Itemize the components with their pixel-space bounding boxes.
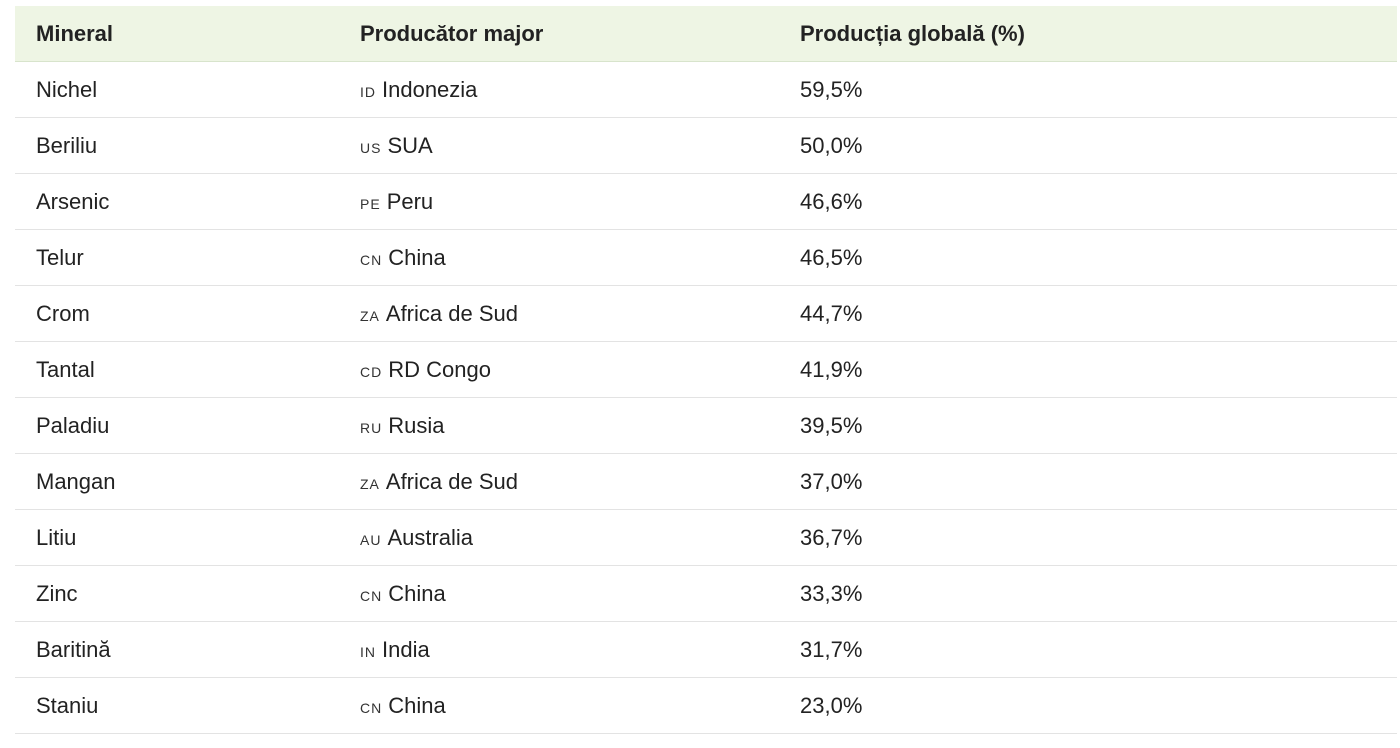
mineral-cell: Paladiu [15,397,339,454]
share-cell: 23,0% [779,677,1397,734]
table-row: Arsenic PE Peru 46,6% [15,173,1397,230]
country-code: CN [360,587,383,604]
producer-cell: CN China [339,565,779,622]
column-header: Producția globală (%) [779,6,1397,62]
table-head: Mineral Producător major Producția globală… [15,6,1397,62]
producer-cell: AU Australia [339,509,779,566]
producer-cell: ZA Africa de Sud [339,453,779,510]
country-name: China [388,692,446,718]
producer-cell: RU Rusia [339,397,779,454]
country-code: ID [360,83,376,100]
country-code: IN [360,643,376,660]
share-cell: 37,0% [779,453,1397,510]
share-cell: 44,7% [779,285,1397,342]
column-header: Producător major [339,6,779,62]
producer-cell: ID Indonezia [339,61,779,118]
mineral-cell: Baritină [15,621,339,678]
country-name: Rusia [388,412,445,438]
country-name: Indonezia [382,76,478,102]
mineral-cell: Arsenic [15,173,339,230]
table-wrapper: Mineral Producător major Producția globală… [15,6,1397,734]
share-cell: 41,9% [779,341,1397,398]
mineral-cell: Staniu [15,677,339,734]
table-row: Telur CN China 46,5% [15,229,1397,286]
mineral-cell: Mangan [15,453,339,510]
table-row: Baritină IN India 31,7% [15,621,1397,678]
country-name: Peru [386,188,434,214]
share-cell: 46,6% [779,173,1397,230]
mineral-cell: Nichel [15,61,339,118]
producer-cell: IN India [339,621,779,678]
country-code: PE [360,195,381,212]
producer-cell: CN China [339,677,779,734]
mineral-cell: Zinc [15,565,339,622]
minerals-table: Mineral Producător major Producția globală… [15,6,1397,734]
share-cell: 59,5% [779,61,1397,118]
country-code: CN [360,699,383,716]
producer-cell: PE Peru [339,173,779,230]
country-name: China [388,580,446,606]
country-code: US [360,139,382,156]
table-row: Mangan ZA Africa de Sud 37,0% [15,453,1397,510]
share-cell: 36,7% [779,509,1397,566]
table-row: Beriliu US SUA 50,0% [15,117,1397,174]
share-cell: 33,3% [779,565,1397,622]
table-row: Tantal CD RD Congo 41,9% [15,341,1397,398]
header-row: Mineral Producător major Producția globală… [15,6,1397,62]
country-name: India [382,636,430,662]
table-body: Nichel ID Indonezia 59,5% Beriliu US SUA 50,0% A… [15,61,1397,734]
share-cell: 31,7% [779,621,1397,678]
country-name: RD Congo [388,356,491,382]
country-name: Australia [387,524,474,550]
table-row: Litiu AU Australia 36,7% [15,509,1397,566]
country-code: ZA [360,475,380,492]
country-name: Africa de Sud [385,468,518,494]
country-name: China [388,244,446,270]
table-row: Nichel ID Indonezia 59,5% [15,61,1397,118]
producer-cell: CD RD Congo [339,341,779,398]
country-code: CD [360,363,383,380]
country-code: AU [360,531,382,548]
country-code: ZA [360,307,380,324]
table-row: Zinc CN China 33,3% [15,565,1397,622]
mineral-cell: Beriliu [15,117,339,174]
share-cell: 50,0% [779,117,1397,174]
mineral-cell: Crom [15,285,339,342]
share-cell: 39,5% [779,397,1397,454]
mineral-cell: Litiu [15,509,339,566]
share-cell: 46,5% [779,229,1397,286]
table-row: Staniu CN China 23,0% [15,677,1397,734]
country-name: Africa de Sud [385,300,518,326]
producer-cell: US SUA [339,117,779,174]
country-code: CN [360,251,383,268]
mineral-cell: Tantal [15,341,339,398]
mineral-cell: Telur [15,229,339,286]
producer-cell: ZA Africa de Sud [339,285,779,342]
producer-cell: CN China [339,229,779,286]
table-row: Paladiu RU Rusia 39,5% [15,397,1397,454]
column-header: Mineral [15,6,339,62]
country-code: RU [360,419,383,436]
table-row: Crom ZA Africa de Sud 44,7% [15,285,1397,342]
country-name: SUA [387,132,433,158]
